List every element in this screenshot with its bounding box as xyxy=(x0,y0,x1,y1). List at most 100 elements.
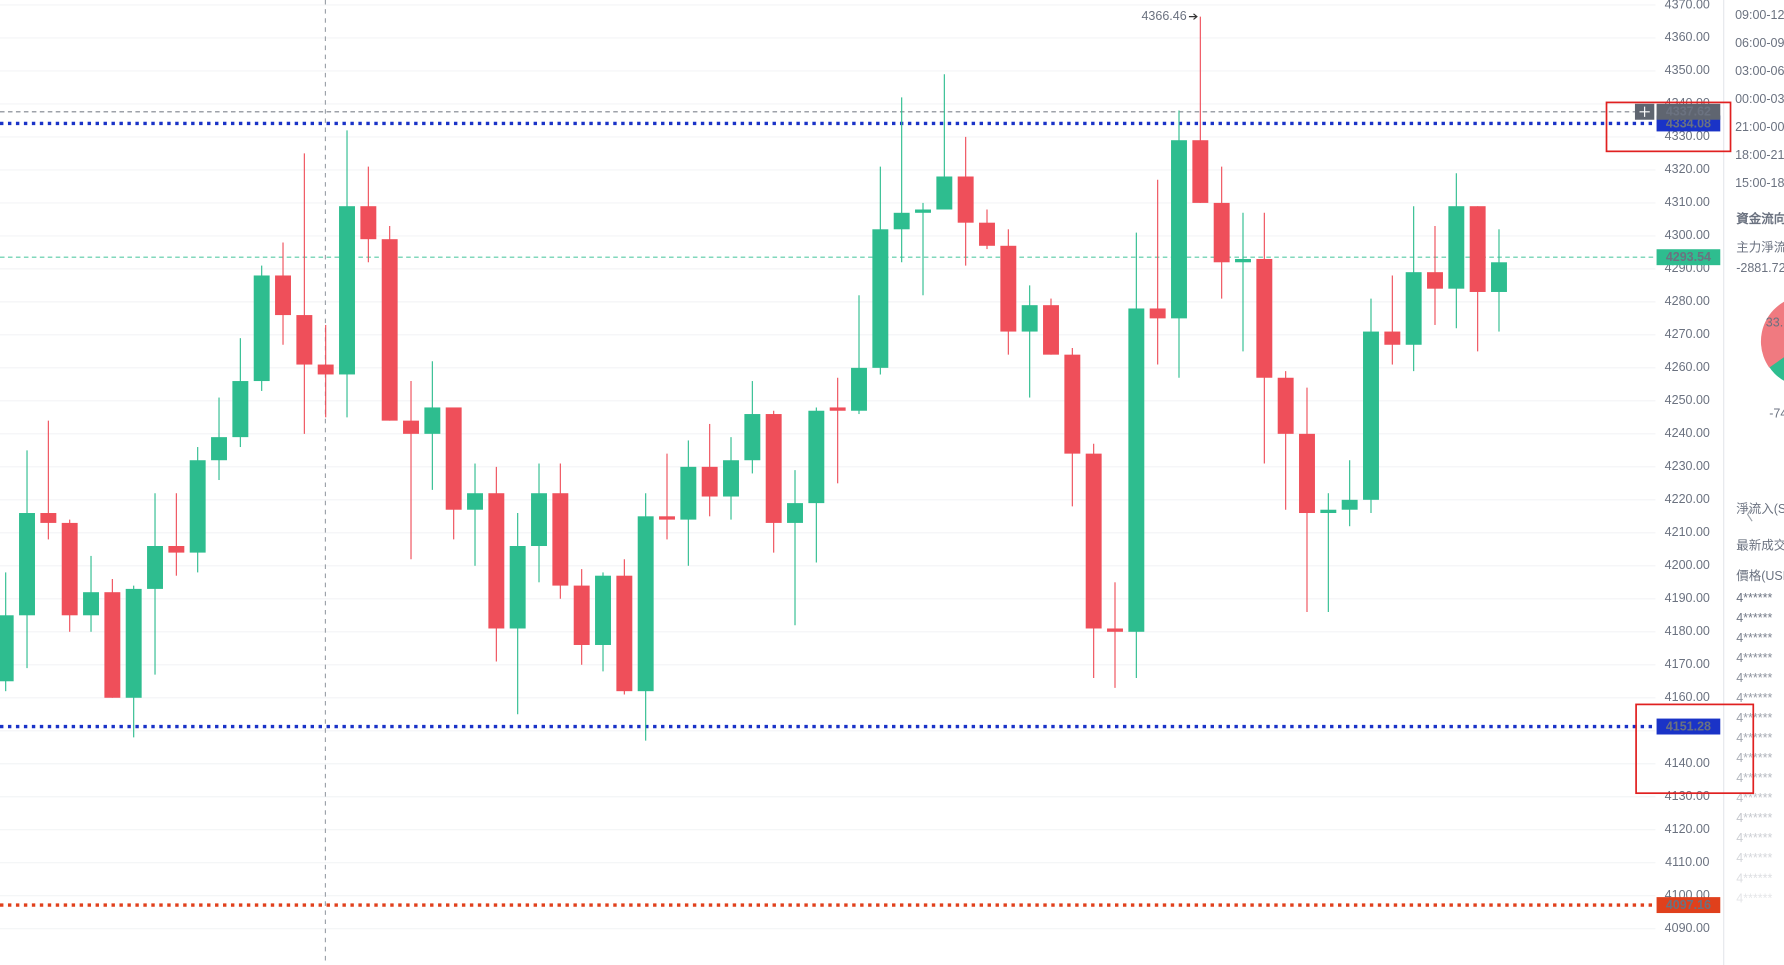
candle-body xyxy=(851,367,867,411)
candle-body xyxy=(531,493,547,547)
collapse-arrow[interactable] xyxy=(1746,507,1753,522)
candle-body xyxy=(1256,258,1273,378)
y-tick-label: 4180.00 xyxy=(1665,624,1710,638)
candle-body xyxy=(360,206,377,240)
candle-body xyxy=(147,546,163,589)
price-tag-label: 4337.62 xyxy=(1666,105,1711,119)
candle-body xyxy=(723,460,739,497)
candle-body xyxy=(83,592,99,616)
candle-body xyxy=(125,588,142,698)
add-icon xyxy=(1639,106,1650,117)
candle-body xyxy=(1235,258,1251,263)
trade-price: 4****** xyxy=(1736,691,1772,705)
pie-label: 33.1 xyxy=(1766,315,1784,329)
candle-body xyxy=(509,546,526,629)
price-tag xyxy=(1656,103,1721,120)
trade-price: 4****** xyxy=(1736,871,1772,885)
candle-body xyxy=(467,493,483,510)
price-tag xyxy=(1656,897,1721,914)
price-tag xyxy=(1656,718,1721,735)
candle-body xyxy=(488,493,505,629)
candle-body xyxy=(872,229,889,368)
y-tick-label: 4170.00 xyxy=(1665,657,1710,671)
y-tick-label: 4090.00 xyxy=(1665,921,1710,935)
max-arrow xyxy=(1188,13,1198,20)
candle-body xyxy=(1277,377,1294,434)
trade-price: 4****** xyxy=(1736,831,1772,845)
time-range: 09:00-12 xyxy=(1735,8,1784,22)
trade-price: 4****** xyxy=(1736,811,1772,825)
candle-body xyxy=(637,516,654,692)
candle-body xyxy=(339,206,355,375)
candle-body xyxy=(296,315,313,365)
candle-body xyxy=(403,420,419,434)
candle-body xyxy=(211,437,227,461)
y-tick-label: 4330.00 xyxy=(1665,129,1710,143)
grid xyxy=(0,4,1656,930)
candle-body xyxy=(1085,453,1102,629)
price-tag-label: 4097.16 xyxy=(1666,898,1711,912)
trade-price: 4****** xyxy=(1736,651,1772,665)
candle-body xyxy=(1149,308,1166,319)
y-tick-label: 4120.00 xyxy=(1665,822,1710,836)
trade-price: 4****** xyxy=(1736,671,1772,685)
time-range: 00:00-03 xyxy=(1735,92,1784,106)
y-tick-label: 4110.00 xyxy=(1665,855,1709,869)
trade-price: 4****** xyxy=(1736,731,1772,745)
trade-price: 4****** xyxy=(1736,591,1772,605)
y-tick-label: 4210.00 xyxy=(1665,525,1710,539)
candle-body xyxy=(787,503,803,523)
candle-body xyxy=(19,513,35,616)
highlight-box xyxy=(1635,703,1755,795)
y-tick-label: 4320.00 xyxy=(1665,162,1710,176)
y-tick-label: 4220.00 xyxy=(1665,492,1710,506)
max-label: 4366.46 xyxy=(1141,9,1186,23)
y-tick-label: 4230.00 xyxy=(1665,459,1710,473)
candle-body xyxy=(1448,206,1465,289)
y-tick-label: 4200.00 xyxy=(1665,558,1710,572)
sidebar: 09:00-12 06:00-09 03:00-06 00:00-03 21:00-00… xyxy=(1735,8,1784,905)
candle-body xyxy=(40,513,57,523)
candle-body xyxy=(1341,499,1358,510)
candle-body xyxy=(0,615,14,682)
candle-body xyxy=(680,466,697,520)
candle-body xyxy=(765,414,782,523)
trade-price: 4****** xyxy=(1736,891,1772,905)
y-tick-label: 4260.00 xyxy=(1665,360,1710,374)
candle-body xyxy=(1213,202,1230,263)
trade-price: 4****** xyxy=(1736,751,1772,765)
main-net-value: -2881.72 xyxy=(1736,261,1784,275)
y-tick-label: 4350.00 xyxy=(1665,63,1710,77)
candle-body xyxy=(445,407,462,510)
trade-price: 4****** xyxy=(1736,711,1772,725)
y-tick-label: 4190.00 xyxy=(1665,591,1710,605)
price-tag-label: 4151.28 xyxy=(1666,719,1711,733)
candle-body xyxy=(317,364,334,375)
time-range: 18:00-21 xyxy=(1735,148,1784,162)
candle-body xyxy=(275,275,291,316)
candle-body xyxy=(253,275,270,382)
price-tag-label: 4293.54 xyxy=(1666,250,1711,264)
candle-body xyxy=(61,522,78,616)
levels xyxy=(0,111,1656,907)
pie-bottom: -74 xyxy=(1769,407,1784,421)
candle-body xyxy=(1320,509,1337,514)
y-tick-label: 4250.00 xyxy=(1665,393,1710,407)
y-tick-label: 4130.00 xyxy=(1665,789,1710,803)
candle-body xyxy=(1469,206,1486,292)
price-header: 價格(USD xyxy=(1736,568,1784,583)
candle-body xyxy=(936,176,953,210)
candle-body xyxy=(1000,245,1017,332)
candle-body xyxy=(1107,628,1123,632)
candle-body xyxy=(744,414,761,461)
candle-body xyxy=(1405,272,1422,345)
candle-body xyxy=(1192,140,1209,203)
latest-trades: 最新成交 xyxy=(1736,538,1784,553)
flow-title: 資金流向 xyxy=(1736,211,1784,226)
y-tick-label: 4270.00 xyxy=(1665,327,1710,341)
candles: 4366.46 xyxy=(0,9,1507,741)
candle-body xyxy=(189,460,206,553)
